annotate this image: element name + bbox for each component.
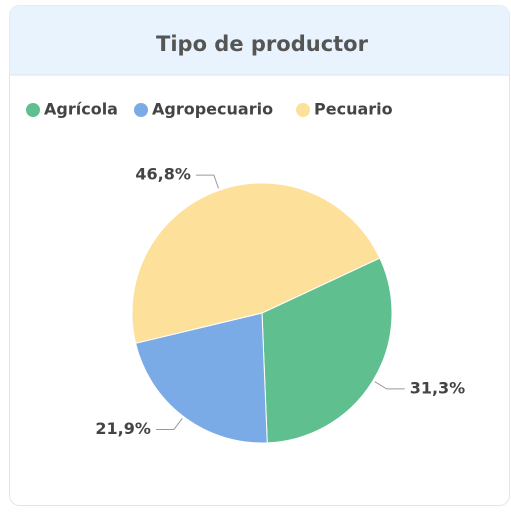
leader-line bbox=[195, 174, 219, 189]
leader-line bbox=[155, 417, 183, 430]
legend-marker bbox=[134, 103, 148, 117]
data-label: 21,9% bbox=[95, 419, 151, 438]
legend-label: Pecuario bbox=[314, 100, 393, 119]
data-label: 31,3% bbox=[410, 378, 466, 397]
legend-marker bbox=[296, 103, 310, 117]
data-label: 46,8% bbox=[135, 165, 191, 184]
pie-slice bbox=[134, 312, 268, 444]
legend-marker bbox=[26, 103, 40, 117]
header-band bbox=[9, 5, 510, 75]
legend-label: Agropecuario bbox=[152, 100, 273, 119]
leader-line bbox=[374, 381, 405, 390]
chart-title: Tipo de productor bbox=[156, 32, 369, 56]
pie-slice bbox=[261, 257, 393, 444]
pie-slice bbox=[131, 182, 381, 344]
legend-label: Agrícola bbox=[44, 100, 118, 119]
